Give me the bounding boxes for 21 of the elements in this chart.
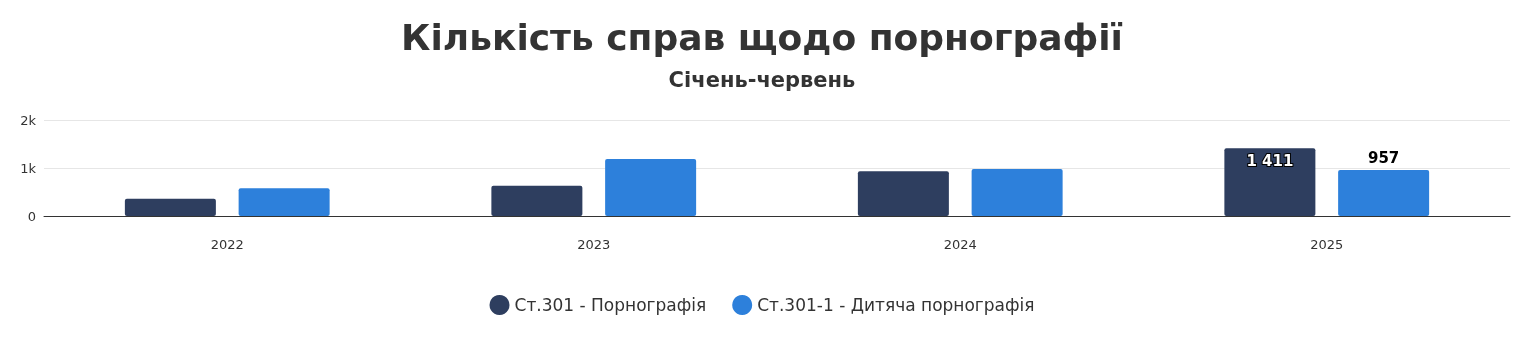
legend-label: Ст.301-1 - Дитяча порнографія — [757, 295, 1035, 315]
chart-subtitle: Січень-червень — [668, 67, 856, 92]
x-tick-label: 2022 — [210, 237, 244, 252]
bar — [605, 158, 697, 216]
x-tick-label: 2024 — [943, 237, 977, 252]
legend-label: Ст.301 - Порнографія — [514, 295, 707, 315]
y-tick-label: 0 — [27, 208, 36, 224]
x-tick-label: 2025 — [1310, 237, 1344, 252]
y-tick-label: 2k — [20, 112, 37, 128]
data-label: 1 411 — [1246, 151, 1294, 170]
bar — [238, 188, 330, 216]
data-label: 957 — [1367, 148, 1400, 167]
bar — [124, 198, 216, 216]
bar — [491, 185, 583, 216]
bar — [1338, 170, 1430, 216]
bar — [1224, 148, 1316, 216]
bar — [857, 171, 949, 216]
bar — [971, 168, 1063, 216]
y-tick-label: 1k — [20, 160, 37, 176]
x-tick-label: 2023 — [577, 237, 611, 252]
chart-title: Кількість справ щодо порнографії — [401, 16, 1123, 58]
